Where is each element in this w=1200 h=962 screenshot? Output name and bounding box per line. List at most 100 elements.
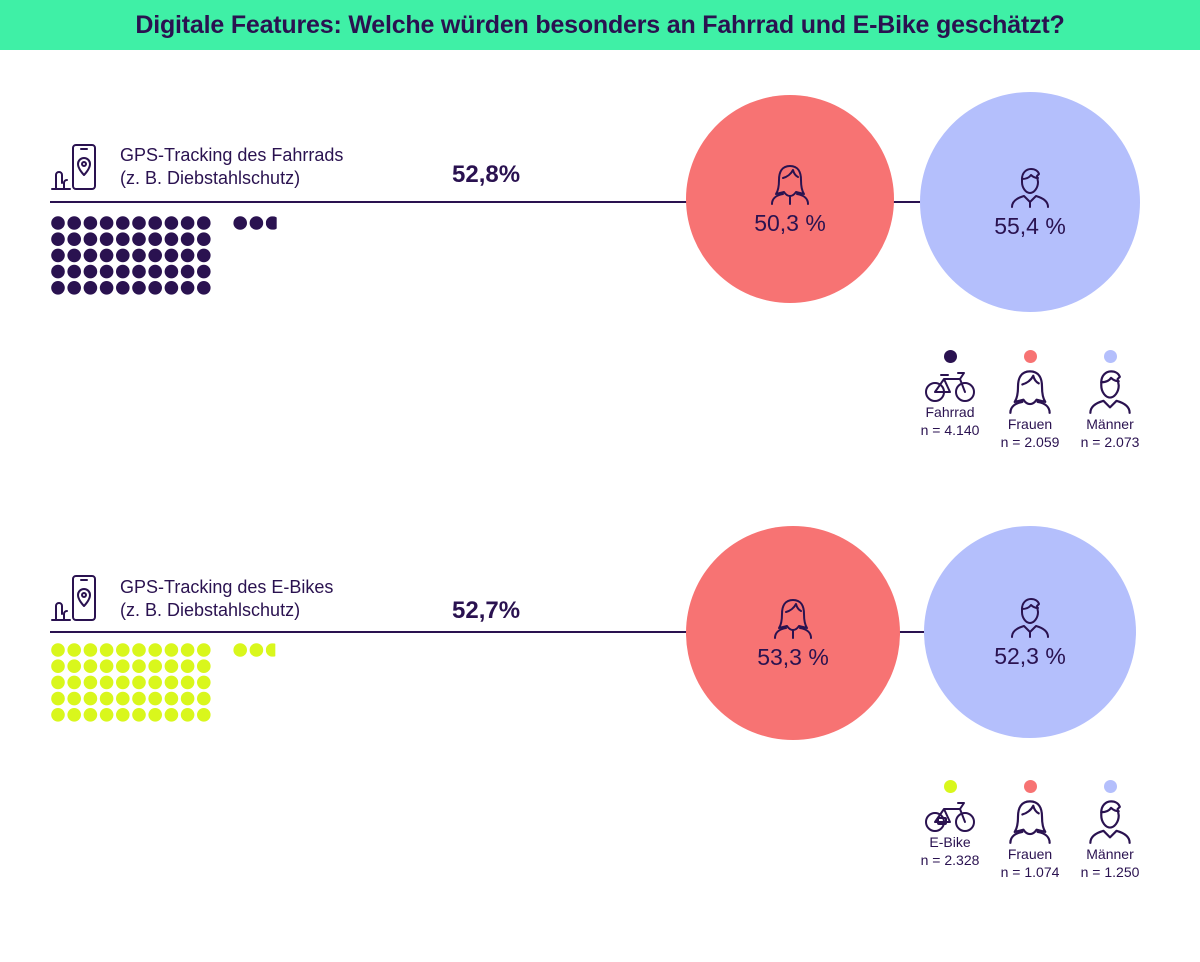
smartphone-location-icon [51,575,96,621]
waffle-dot [180,691,195,706]
waffle-dot [99,232,114,246]
waffle-dot [132,708,146,722]
waffle-dot [249,216,264,230]
man-icon [1089,800,1131,844]
legend-dot [1103,350,1117,363]
woman-icon [771,164,809,205]
waffle-dot [51,659,65,673]
legend-item-ebike: E-Bike n = 2.328 [910,780,990,869]
legend-dot [943,350,957,363]
waffle-dot [180,659,195,673]
waffle-dot [148,708,162,722]
legend-dot [1023,350,1037,363]
waffle-dot [116,675,130,690]
waffle-dot [51,643,65,657]
waffle-dot [197,659,211,673]
feature-label: GPS-Tracking des E-Bikes (z. B. Diebstah… [120,576,333,622]
feature-label: GPS-Tracking des Fahrrads (z. B. Diebsta… [120,144,343,190]
waffle-dot [164,248,179,263]
maenner-value: 52,3 % [994,642,1066,669]
waffle-dot [83,248,98,263]
waffle-dot [164,264,179,279]
waffle-dot [180,216,195,230]
waffle-dot-partial [265,216,277,230]
waffle-dot [116,216,130,230]
waffle-dot [116,691,130,706]
waffle-dot [116,248,130,263]
waffle-dot [197,281,211,295]
frauen-circle: 53,3 % [686,526,900,740]
waffle-dot [99,675,114,690]
waffle-dot [67,264,81,279]
waffle-dot [116,659,130,673]
legend-n: n = 2.328 [920,852,980,868]
waffle-dot [67,248,81,263]
waffle-dot [233,216,247,230]
maenner-value: 55,4 % [994,212,1066,239]
waffle-dot [116,281,130,295]
waffle-dot [67,691,81,706]
legend-dot [1103,780,1117,793]
waffle-dot [83,264,98,279]
waffle-dot [51,216,65,230]
waffle-dot [148,264,162,279]
legend-n: n = 4.140 [920,422,980,438]
waffle-dot [132,643,146,657]
waffle-dot [99,691,114,706]
waffle-dot [132,675,146,690]
feature-label-line1: GPS-Tracking des E-Bikes [120,577,334,597]
total-value: 52,7% [452,597,521,624]
man-icon [1089,370,1131,414]
maenner-circle: 55,4 % [920,92,1140,312]
waffle-dot [197,264,211,279]
waffle-dot [180,708,195,722]
maenner-circle: 52,3 % [924,526,1136,738]
waffle-dot [83,216,98,230]
waffle-dot [180,281,195,295]
legend-label: Frauen [1007,846,1053,862]
waffle-dot [67,643,81,657]
waffle-dot [83,659,98,673]
man-icon [1011,167,1049,208]
feature-label-line2: (z. B. Diebstahlschutz) [120,168,301,188]
waffle-dot [180,643,195,657]
waffle-chart-fahrrad [51,216,277,295]
feature-label-line2: (z. B. Diebstahlschutz) [120,600,301,620]
waffle-dot [164,281,179,295]
legend: Fahrrad n = 4.140 Frauen n = 2.059 [910,350,1160,480]
waffle-dot [148,691,162,706]
waffle-dot [148,659,162,673]
legend-item-fahrrad: Fahrrad n = 4.140 [910,350,990,439]
waffle-dot [132,264,146,279]
waffle-dot [99,708,114,722]
waffle-dot [197,643,211,657]
waffle-dot [67,659,81,673]
legend-item-maenner: Männer n = 1.250 [1070,780,1150,881]
waffle-dot [164,659,179,673]
waffle-dot [83,691,98,706]
waffle-dot [180,264,195,279]
waffle-dot [164,691,179,706]
man-icon [1011,597,1049,638]
section-ebike: GPS-Tracking des E-Bikes (z. B. Diebstah… [0,430,1200,910]
frauen-value: 53,3 % [757,643,829,670]
woman-icon [774,598,812,639]
legend-dot [1023,780,1037,793]
waffle-dot [67,216,81,230]
smartphone-location-icon [51,144,96,190]
waffle-dot [180,248,195,263]
waffle-dot [164,232,179,246]
waffle-dot [148,232,162,246]
waffle-dot [148,248,162,263]
waffle-dot [99,659,114,673]
woman-icon [1009,800,1051,844]
woman-icon [1009,370,1051,414]
waffle-dot [116,643,130,657]
waffle-dot [99,643,114,657]
waffle-dot [148,216,162,230]
waffle-dot [180,232,195,246]
waffle-dot [132,659,146,673]
waffle-dot [67,708,81,722]
waffle-dot [83,281,98,295]
bicycle-icon [925,372,975,402]
